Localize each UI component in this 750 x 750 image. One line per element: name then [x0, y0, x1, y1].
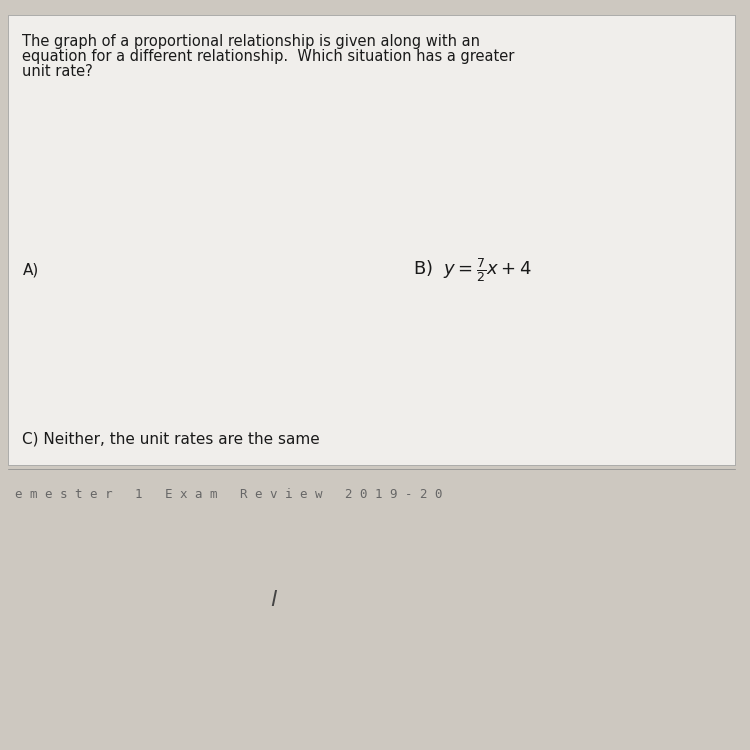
- Text: The graph of a proportional relationship is given along with an: The graph of a proportional relationship…: [22, 34, 481, 49]
- Text: 0: 0: [70, 433, 76, 442]
- Text: unit rate?: unit rate?: [22, 64, 93, 79]
- Text: $\mathit{l}$: $\mathit{l}$: [270, 590, 278, 610]
- Text: A): A): [22, 262, 39, 278]
- Text: B)  $y=\frac{7}{2}x + 4$: B) $y=\frac{7}{2}x + 4$: [413, 256, 532, 284]
- Text: y: y: [74, 78, 79, 88]
- Text: x: x: [334, 432, 340, 442]
- Text: C) Neither, the unit rates are the same: C) Neither, the unit rates are the same: [22, 431, 320, 446]
- Text: equation for a different relationship.  Which situation has a greater: equation for a different relationship. W…: [22, 49, 514, 64]
- Text: e m e s t e r   1   E x a m   R e v i e w   2 0 1 9 - 2 0: e m e s t e r 1 E x a m R e v i e w 2 0 …: [15, 488, 442, 502]
